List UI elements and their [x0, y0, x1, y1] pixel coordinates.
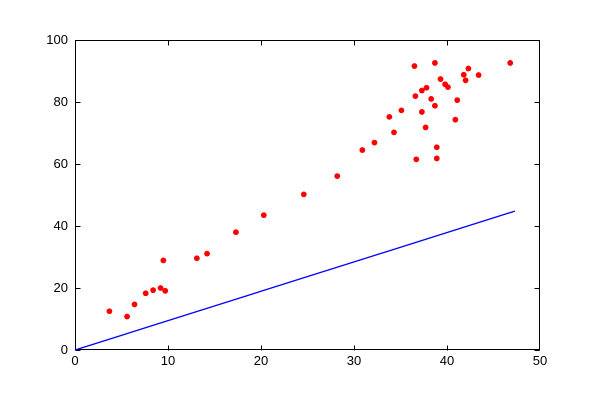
svg-text:0: 0	[61, 342, 68, 357]
svg-text:10: 10	[161, 353, 175, 368]
svg-text:30: 30	[347, 353, 361, 368]
svg-text:60: 60	[54, 156, 68, 171]
svg-text:0: 0	[71, 353, 78, 368]
svg-text:40: 40	[54, 218, 68, 233]
svg-text:100: 100	[46, 32, 68, 47]
svg-text:20: 20	[54, 280, 68, 295]
svg-text:20: 20	[254, 353, 268, 368]
svg-text:80: 80	[54, 94, 68, 109]
svg-text:40: 40	[440, 353, 454, 368]
svg-text:50: 50	[533, 353, 547, 368]
